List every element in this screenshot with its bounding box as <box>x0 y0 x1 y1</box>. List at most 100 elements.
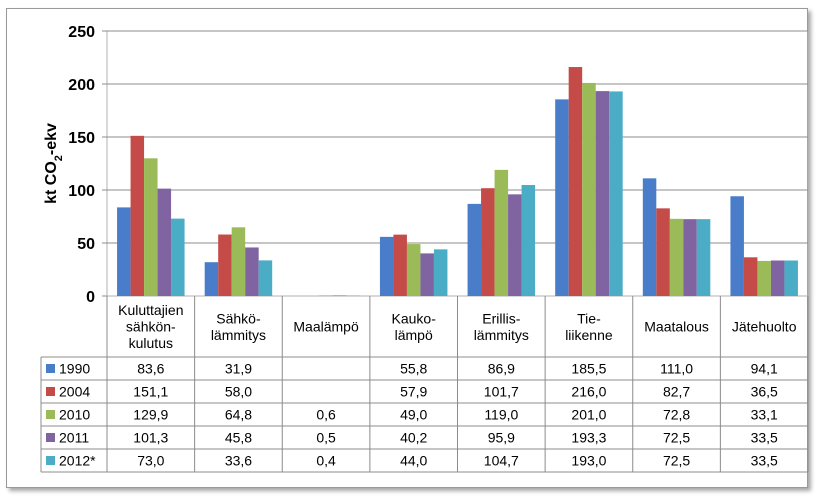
bar-2012-1 <box>258 260 273 296</box>
data-label: 94,1 <box>751 361 778 377</box>
bar-2004-7 <box>743 257 758 296</box>
data-label: 0,5 <box>316 430 336 446</box>
data-label: 104,7 <box>484 453 519 469</box>
data-label: 216,0 <box>571 384 606 400</box>
y-tick-label: 150 <box>68 130 95 147</box>
data-label: 33,5 <box>751 430 778 446</box>
legend-label: 2012* <box>59 453 96 469</box>
bar-2010-3 <box>406 244 421 296</box>
bar-2011-7 <box>770 260 785 296</box>
bar-2012-3 <box>433 249 448 296</box>
data-label: 58,0 <box>225 384 252 400</box>
bar-2004-5 <box>568 67 583 296</box>
data-label: 57,9 <box>400 384 427 400</box>
data-label: 193,0 <box>571 453 606 469</box>
bar-2011-2 <box>332 295 347 296</box>
y-tick-label: 0 <box>86 289 95 306</box>
y-tick-label: 100 <box>68 183 95 200</box>
bar-2011-3 <box>420 253 434 296</box>
data-label: 33,5 <box>751 453 778 469</box>
bar-2010-7 <box>757 260 771 296</box>
data-label: 129,9 <box>133 407 168 423</box>
legend-label: 2010 <box>59 407 90 423</box>
data-label: 72,8 <box>663 407 690 423</box>
bar-2011-0 <box>157 188 172 296</box>
bar-2012-0 <box>171 218 185 296</box>
category-label: Erillis- <box>482 310 520 326</box>
category-label: Maatalous <box>644 319 709 335</box>
data-label: 40,2 <box>400 430 427 446</box>
data-label: 86,9 <box>488 361 515 377</box>
legend-label: 1990 <box>59 361 90 377</box>
category-label: liikenne <box>565 327 613 343</box>
bar-2004-0 <box>130 135 145 296</box>
bar-2004-3 <box>393 234 407 296</box>
category-label: Jätehuolto <box>732 319 797 335</box>
legend-key-2004 <box>46 387 55 396</box>
data-label: 185,5 <box>571 361 606 377</box>
legend-label: 2011 <box>59 430 89 446</box>
data-label: 111,0 <box>660 361 693 377</box>
category-label: lämmitys <box>474 327 529 343</box>
legend-label: 2004 <box>59 384 90 400</box>
data-label: 49,0 <box>400 407 427 423</box>
category-label: Kuluttajien <box>118 302 183 318</box>
bar-2004-6 <box>656 208 670 296</box>
data-label: 151,1 <box>133 384 168 400</box>
bar-1990-1 <box>204 262 219 296</box>
data-label: 101,3 <box>133 430 168 446</box>
bar-2011-1 <box>245 247 259 296</box>
data-label: 44,0 <box>400 453 427 469</box>
bar-1990-4 <box>467 203 482 296</box>
bar-2012-7 <box>784 260 798 296</box>
bar-2010-5 <box>582 82 596 296</box>
data-label: 36,5 <box>751 384 778 400</box>
data-label: 0,6 <box>316 407 336 423</box>
bar-2010-4 <box>494 169 509 296</box>
category-label: kulutus <box>129 335 173 351</box>
data-label: 83,6 <box>137 361 164 377</box>
category-label: lämpö <box>395 327 433 343</box>
bar-1990-7 <box>730 196 744 296</box>
bar-2012-5 <box>609 91 623 296</box>
bar-2011-4 <box>508 194 522 296</box>
y-axis-title: kt CO2-ekv <box>43 123 65 204</box>
bar-2004-4 <box>481 188 495 296</box>
bar-2010-2 <box>319 295 333 296</box>
bar-1990-3 <box>379 236 394 296</box>
bar-2004-1 <box>218 234 232 296</box>
y-tick-label: 50 <box>77 236 95 253</box>
bar-1990-0 <box>117 207 131 296</box>
data-label: 82,7 <box>663 384 690 400</box>
data-label: 64,8 <box>225 407 252 423</box>
bar-1990-5 <box>555 99 569 297</box>
data-label: 31,9 <box>225 361 252 377</box>
data-label: 33,1 <box>751 407 778 423</box>
category-label: sähkön- <box>126 319 176 335</box>
bar-2011-5 <box>595 91 610 297</box>
data-label: 72,5 <box>663 430 690 446</box>
bar-2010-6 <box>669 218 684 296</box>
bar-2012-6 <box>696 219 711 296</box>
bar-1990-6 <box>642 178 657 296</box>
category-label: Sähkö- <box>216 310 261 326</box>
category-label: Tie- <box>577 310 601 326</box>
category-label: Maalämpö <box>293 319 359 335</box>
data-label: 95,9 <box>488 430 515 446</box>
legend-key-2010 <box>46 410 55 419</box>
data-label: 33,6 <box>225 453 252 469</box>
legend-key-1990 <box>46 364 55 373</box>
data-label: 45,8 <box>225 430 252 446</box>
data-label: 72,5 <box>663 453 690 469</box>
data-label: 55,8 <box>400 361 427 377</box>
category-label: Kauko- <box>392 310 437 326</box>
data-label: 119,0 <box>484 407 518 423</box>
category-label: lämmitys <box>211 327 266 343</box>
data-label: 0,4 <box>316 453 336 469</box>
y-tick-label: 250 <box>68 24 95 41</box>
bar-2010-0 <box>144 158 158 296</box>
bar-2011-6 <box>683 219 697 296</box>
bar-2010-1 <box>231 227 246 296</box>
data-label: 101,7 <box>484 384 519 400</box>
legend-key-2011 <box>46 433 55 442</box>
